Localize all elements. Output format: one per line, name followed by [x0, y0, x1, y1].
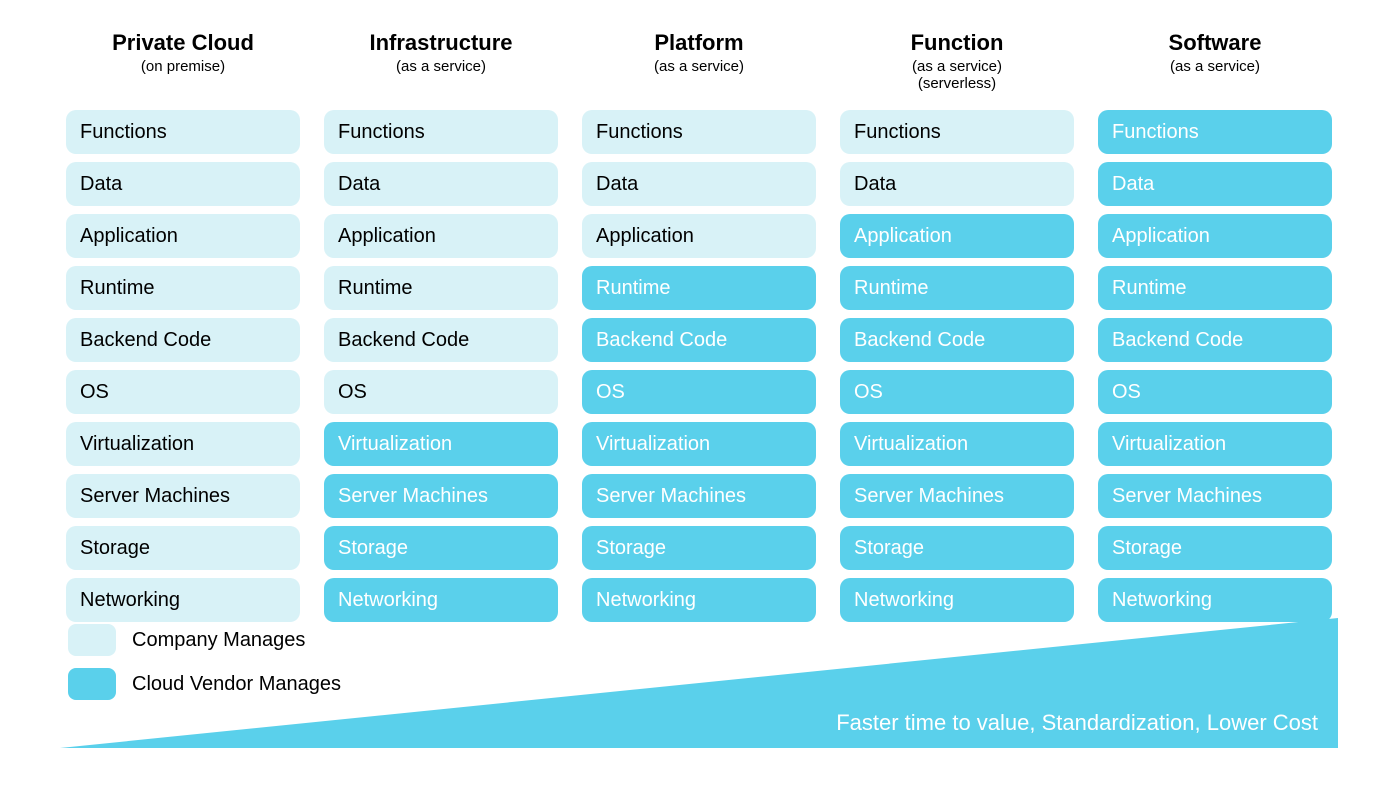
layer-runtime: Runtime	[582, 266, 816, 310]
layer-storage: Storage	[840, 526, 1074, 570]
layer-backend-code: Backend Code	[1098, 318, 1332, 362]
column-title: Private Cloud	[66, 30, 300, 56]
legend-swatch-vendor	[68, 668, 116, 700]
layers: Functions Data Application Runtime Backend C…	[1098, 110, 1332, 622]
value-triangle-label: Faster time to value, Standardization, L…	[836, 710, 1318, 736]
layer-networking: Networking	[66, 578, 300, 622]
layers: Functions Data Application Runtime Backend C…	[324, 110, 558, 622]
column-3: Function(as a service)(serverless)Functi…	[840, 30, 1074, 622]
column-1: Infrastructure (as a service) Functions Dat…	[324, 30, 558, 622]
column-subtitle: (as a service)	[582, 58, 816, 75]
layer-networking: Networking	[840, 578, 1074, 622]
layer-virtualization: Virtualization	[840, 422, 1074, 466]
layer-data: Data	[66, 162, 300, 206]
layer-virtualization: Virtualization	[1098, 422, 1332, 466]
column-title: Function	[840, 30, 1074, 56]
layer-data: Data	[840, 162, 1074, 206]
layer-os: OS	[840, 370, 1074, 414]
layer-application: Application	[324, 214, 558, 258]
column-header: Function (as a service)(serverless)	[840, 30, 1074, 94]
column-subtitle: (as a service)	[1098, 58, 1332, 75]
column-header: Infrastructure (as a service)	[324, 30, 558, 94]
legend-row-company: Company Manages	[68, 624, 341, 656]
layer-networking: Networking	[1098, 578, 1332, 622]
layer-data: Data	[1098, 162, 1332, 206]
layer-networking: Networking	[582, 578, 816, 622]
column-subtitle2: (serverless)	[840, 75, 1074, 92]
column-0: Private Cloud (on premise) Functions Data Ap…	[66, 30, 300, 622]
layer-data: Data	[582, 162, 816, 206]
legend-label-vendor: Cloud Vendor Manages	[132, 673, 341, 696]
layer-server-machines: Server Machines	[840, 474, 1074, 518]
layer-networking: Networking	[324, 578, 558, 622]
layer-application: Application	[66, 214, 300, 258]
column-header: Software (as a service)	[1098, 30, 1332, 94]
layer-virtualization: Virtualization	[324, 422, 558, 466]
layer-functions: Functions	[66, 110, 300, 154]
layer-os: OS	[1098, 370, 1332, 414]
column-2: Platform (as a service) Functions Data Appli…	[582, 30, 816, 622]
layer-storage: Storage	[66, 526, 300, 570]
layers: Functions Data Application Runtime Backend C…	[840, 110, 1074, 622]
legend-swatch-company	[68, 624, 116, 656]
cloud-models-chart: Private Cloud (on premise) Functions Data Ap…	[0, 0, 1398, 622]
layer-virtualization: Virtualization	[582, 422, 816, 466]
column-4: Software (as a service) Functions Data Appli…	[1098, 30, 1332, 622]
layer-application: Application	[582, 214, 816, 258]
layer-functions: Functions	[324, 110, 558, 154]
layer-backend-code: Backend Code	[582, 318, 816, 362]
layer-storage: Storage	[1098, 526, 1332, 570]
column-title: Infrastructure	[324, 30, 558, 56]
column-header: Platform (as a service)	[582, 30, 816, 94]
layer-backend-code: Backend Code	[66, 318, 300, 362]
layer-runtime: Runtime	[66, 266, 300, 310]
layers: Functions Data Application Runtime Backend C…	[582, 110, 816, 622]
layer-os: OS	[66, 370, 300, 414]
column-subtitle: (on premise)	[66, 58, 300, 75]
layer-runtime: Runtime	[324, 266, 558, 310]
legend-row-vendor: Cloud Vendor Manages	[68, 668, 341, 700]
column-subtitle: (as a service)	[324, 58, 558, 75]
column-title: Platform	[582, 30, 816, 56]
layer-backend-code: Backend Code	[840, 318, 1074, 362]
legend-label-company: Company Manages	[132, 629, 305, 652]
layer-server-machines: Server Machines	[66, 474, 300, 518]
column-header: Private Cloud (on premise)	[66, 30, 300, 94]
layer-application: Application	[840, 214, 1074, 258]
layer-functions: Functions	[582, 110, 816, 154]
layer-server-machines: Server Machines	[1098, 474, 1332, 518]
column-subtitle: (as a service)	[840, 58, 1074, 75]
layer-runtime: Runtime	[1098, 266, 1332, 310]
layer-backend-code: Backend Code	[324, 318, 558, 362]
layer-os: OS	[324, 370, 558, 414]
layer-storage: Storage	[324, 526, 558, 570]
column-title: Software	[1098, 30, 1332, 56]
layer-application: Application	[1098, 214, 1332, 258]
legend: Company Manages Cloud Vendor Manages	[68, 624, 341, 700]
layer-virtualization: Virtualization	[66, 422, 300, 466]
layer-functions: Functions	[840, 110, 1074, 154]
layer-functions: Functions	[1098, 110, 1332, 154]
layers: Functions Data Application Runtime Backend C…	[66, 110, 300, 622]
layer-server-machines: Server Machines	[324, 474, 558, 518]
layer-storage: Storage	[582, 526, 816, 570]
layer-os: OS	[582, 370, 816, 414]
layer-runtime: Runtime	[840, 266, 1074, 310]
layer-data: Data	[324, 162, 558, 206]
layer-server-machines: Server Machines	[582, 474, 816, 518]
